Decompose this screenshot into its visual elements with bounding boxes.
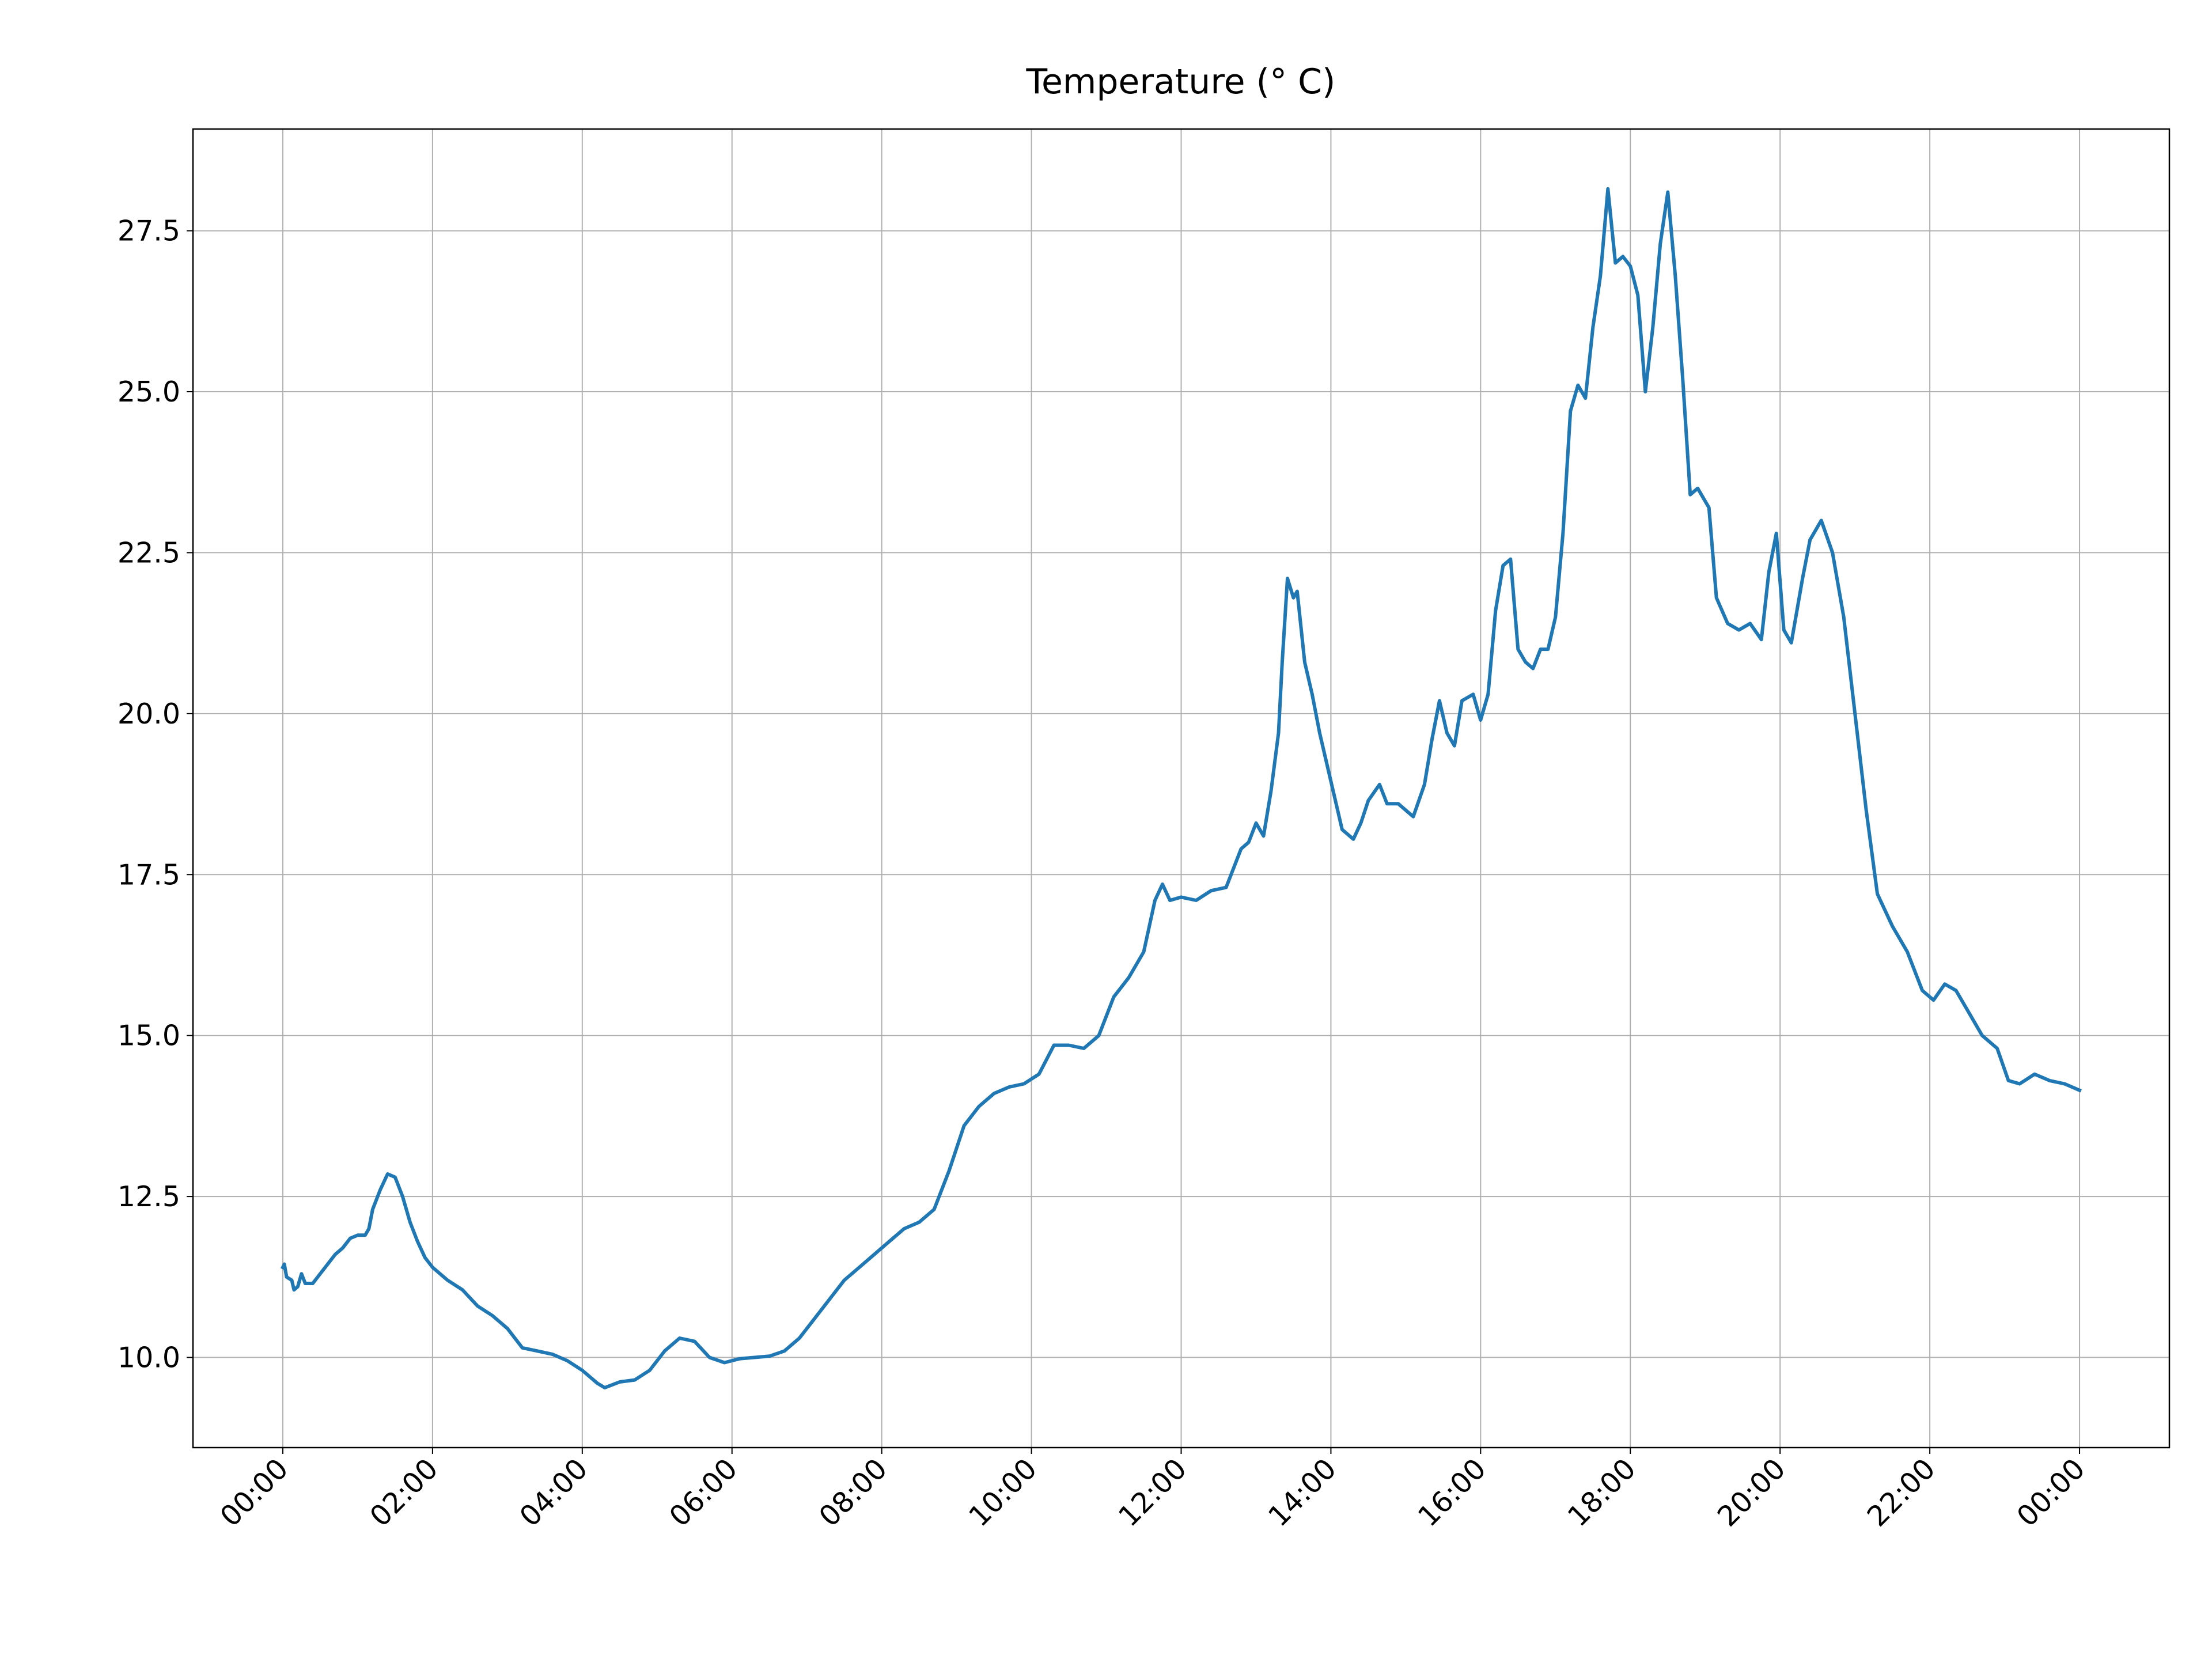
x-tick-label: 08:00 [813,1452,893,1533]
y-tick-label: 25.0 [118,376,180,408]
x-tick-label: 14:00 [1262,1452,1343,1533]
y-tick-label: 10.0 [118,1342,180,1374]
y-tick-label: 17.5 [118,858,180,891]
plot-frame [192,128,2171,1449]
chart-title: Temperature (° C) [1026,62,1336,102]
x-tick-label: 16:00 [1412,1452,1493,1533]
y-tick-label: 22.5 [118,536,180,569]
y-tick-label: 20.0 [118,698,180,730]
x-tick-label: 02:00 [363,1452,444,1533]
x-tick-label: 10:00 [963,1452,1043,1533]
data-line [281,187,2082,1390]
y-tick-label: 27.5 [118,215,180,248]
x-tick-label: 12:00 [1112,1452,1193,1533]
x-tick-label: 00:00 [2010,1452,2091,1533]
x-tick-label: 18:00 [1562,1452,1642,1533]
x-tick-label: 20:00 [1711,1452,1792,1533]
y-tick-label: 15.0 [118,1020,180,1052]
y-tick-label: 12.5 [118,1180,180,1213]
x-tick-label: 06:00 [663,1452,744,1533]
x-tick-label: 04:00 [513,1452,594,1533]
x-tick-label: 00:00 [214,1452,294,1533]
x-tick-label: 22:00 [1861,1452,1941,1533]
